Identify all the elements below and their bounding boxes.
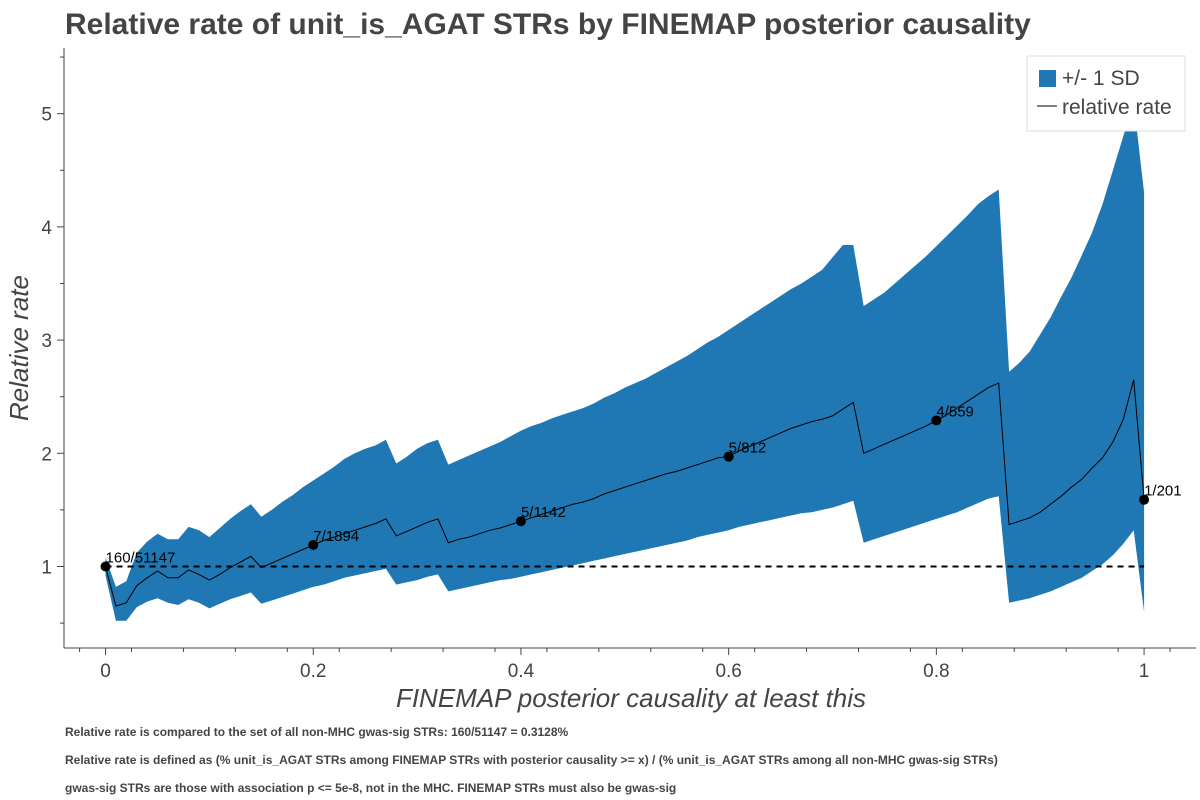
y-tick-label-4: 5 bbox=[41, 105, 52, 126]
y-ticks: 1 2 3 4 5 bbox=[41, 56, 64, 624]
sd-band bbox=[105, 102, 1145, 621]
marked-point-4 bbox=[931, 415, 942, 426]
point-annotations: 160/51147 7/1894 5/1142 5/812 4/559 1/201 bbox=[106, 403, 1182, 566]
point-annotation-1: 7/1894 bbox=[313, 528, 359, 545]
point-annotation-0: 160/51147 bbox=[106, 549, 176, 566]
x-tick-label-0: 0 bbox=[100, 661, 111, 682]
legend-rate-label: relative rate bbox=[1062, 96, 1172, 119]
relative-rate-line bbox=[105, 379, 1145, 607]
legend-sd-swatch bbox=[1039, 70, 1056, 87]
y-tick-label-2: 3 bbox=[41, 331, 52, 352]
point-annotation-3: 5/812 bbox=[729, 440, 767, 457]
marked-point-2 bbox=[515, 516, 526, 527]
x-tick-label-3: 0.6 bbox=[715, 661, 741, 682]
plot-area: 160/51147 7/1894 5/1142 5/812 4/559 1/201 bbox=[100, 102, 1182, 621]
x-tick-label-1: 0.2 bbox=[300, 661, 326, 682]
marked-point-1 bbox=[308, 539, 319, 550]
x-tick-label-5: 1 bbox=[1139, 661, 1150, 682]
y-tick-label-1: 2 bbox=[41, 444, 52, 465]
footnote-3: gwas-sig STRs are those with association… bbox=[65, 781, 676, 795]
marked-point-5 bbox=[1139, 494, 1150, 505]
footnote-1: Relative rate is compared to the set of … bbox=[65, 725, 569, 739]
marked-point-3 bbox=[723, 451, 734, 462]
y-tick-label-3: 4 bbox=[41, 218, 52, 239]
marked-point-0 bbox=[100, 561, 111, 572]
legend-sd-label: +/- 1 SD bbox=[1062, 67, 1140, 90]
y-axis-label: Relative rate bbox=[4, 275, 34, 421]
axes: 0 0.2 0.4 0.6 0.8 1 1 2 3 4 5 bbox=[41, 48, 1196, 682]
point-annotation-2: 5/1142 bbox=[521, 504, 566, 521]
marked-points bbox=[100, 415, 1150, 572]
point-annotation-4: 4/559 bbox=[936, 403, 974, 420]
x-ticks: 0 0.2 0.4 0.6 0.8 1 bbox=[79, 648, 1171, 682]
footnote-2: Relative rate is defined as (% unit_is_A… bbox=[65, 753, 998, 767]
legend: +/- 1 SD relative rate bbox=[1026, 55, 1186, 132]
chart-title: Relative rate of unit_is_AGAT STRs by FI… bbox=[65, 8, 1031, 41]
footnotes: Relative rate is compared to the set of … bbox=[65, 725, 998, 795]
point-annotation-5: 1/201 bbox=[1144, 483, 1182, 500]
y-tick-label-0: 1 bbox=[41, 557, 52, 578]
legend-box bbox=[1026, 55, 1186, 132]
x-tick-label-4: 0.8 bbox=[923, 661, 949, 682]
x-tick-label-2: 0.4 bbox=[508, 661, 535, 682]
x-axis-label: FINEMAP posterior causality at least thi… bbox=[396, 683, 866, 713]
